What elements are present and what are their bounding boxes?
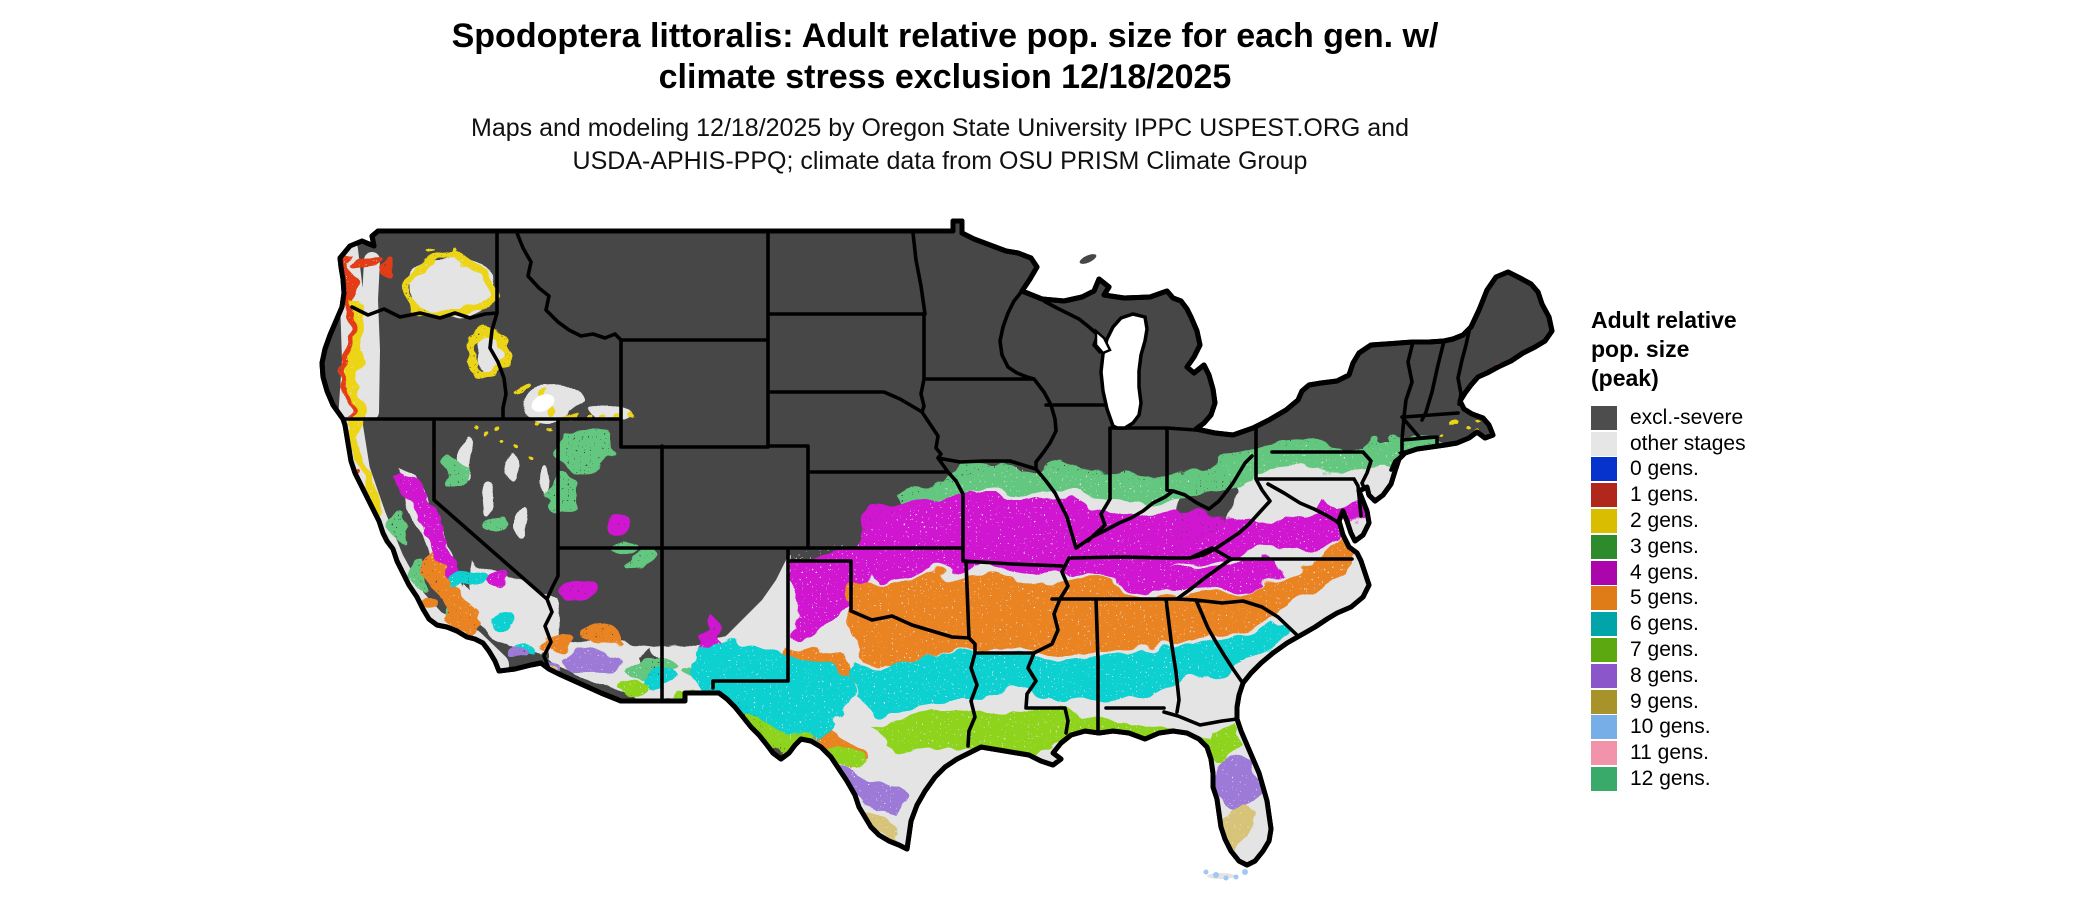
legend-item: 0 gens.: [1591, 457, 1851, 483]
legend: Adult relative pop. size (peak) excl.-se…: [1591, 306, 1851, 792]
legend-item: 4 gens.: [1591, 560, 1851, 586]
legend-title-line: Adult relative: [1591, 307, 1737, 333]
legend-label: 4 gens.: [1630, 560, 1699, 584]
legend-item: other stages: [1591, 431, 1851, 457]
legend-label: 0 gens.: [1630, 457, 1699, 481]
legend-swatch: [1591, 767, 1617, 792]
puget-willamette-strip: [361, 252, 381, 420]
legend-item: 7 gens.: [1591, 637, 1851, 663]
great-salt-lake: [531, 394, 555, 412]
state-borders: [341, 229, 1472, 748]
legend-title-line: pop. size: [1591, 336, 1690, 362]
legend-swatch: [1591, 431, 1617, 456]
legend-label: 7 gens.: [1630, 638, 1699, 662]
legend-item: 10 gens.: [1591, 715, 1851, 741]
legend-label: 11 gens.: [1630, 741, 1710, 765]
legend-swatch: [1591, 560, 1617, 585]
legend-swatch: [1591, 509, 1617, 534]
legend-swatch: [1591, 586, 1617, 611]
legend-swatch: [1591, 741, 1617, 766]
legend-title: Adult relative pop. size (peak): [1591, 306, 1851, 393]
legend-item: excl.-severe: [1591, 405, 1851, 431]
title-line-1: Spodoptera littoralis: Adult relative po…: [451, 17, 1439, 55]
page-subtitle: Maps and modeling 12/18/2025 by Oregon S…: [0, 112, 1880, 178]
legend-label: 12 gens.: [1630, 767, 1711, 791]
green-bay: [1094, 328, 1112, 355]
legend-swatch: [1591, 457, 1617, 482]
legend-swatch: [1591, 663, 1617, 688]
legend-item: 9 gens.: [1591, 689, 1851, 715]
title-line-2: climate stress exclusion 12/18/2025: [658, 58, 1232, 96]
legend-label: excl.-severe: [1630, 405, 1744, 429]
legend-item: 1 gens.: [1591, 482, 1851, 508]
legend-label: 3 gens.: [1630, 534, 1699, 558]
legend-item: 2 gens.: [1591, 508, 1851, 534]
subtitle-line-2: USDA-APHIS-PPQ; climate data from OSU PR…: [572, 147, 1308, 175]
legend-swatch: [1591, 534, 1617, 559]
legend-item: 6 gens.: [1591, 611, 1851, 637]
legend-item: 8 gens.: [1591, 663, 1851, 689]
legend-swatch: [1591, 689, 1617, 714]
legend-label: 6 gens.: [1630, 612, 1699, 636]
legend-swatch: [1591, 612, 1617, 637]
legend-label: 9 gens.: [1630, 689, 1699, 713]
legend-swatch: [1591, 638, 1617, 663]
legend-label: 5 gens.: [1630, 586, 1699, 610]
legend-item: 5 gens.: [1591, 586, 1851, 612]
legend-label: 10 gens.: [1630, 715, 1711, 739]
legend-swatch: [1591, 405, 1617, 430]
legend-item: 12 gens.: [1591, 766, 1851, 792]
legend-label: other stages: [1630, 431, 1746, 455]
page-title: Spodoptera littoralis: Adult relative po…: [0, 16, 1890, 98]
subtitle-line-1: Maps and modeling 12/18/2025 by Oregon S…: [471, 114, 1409, 142]
legend-swatch: [1591, 715, 1617, 740]
lake-michigan: [1099, 312, 1149, 430]
conus-outline: [319, 218, 1555, 868]
legend-label: 2 gens.: [1630, 509, 1699, 533]
legend-items: excl.-severe other stages 0 gens. 1 gens…: [1591, 405, 1851, 792]
legend-label: 8 gens.: [1630, 663, 1699, 687]
legend-title-line: (peak): [1591, 365, 1659, 391]
legend-swatch: [1591, 483, 1617, 508]
isle-royale: [1079, 254, 1097, 264]
legend-item: 3 gens.: [1591, 534, 1851, 560]
legend-label: 1 gens.: [1630, 483, 1699, 507]
florida-keys: [1203, 869, 1248, 881]
legend-item: 11 gens.: [1591, 740, 1851, 766]
